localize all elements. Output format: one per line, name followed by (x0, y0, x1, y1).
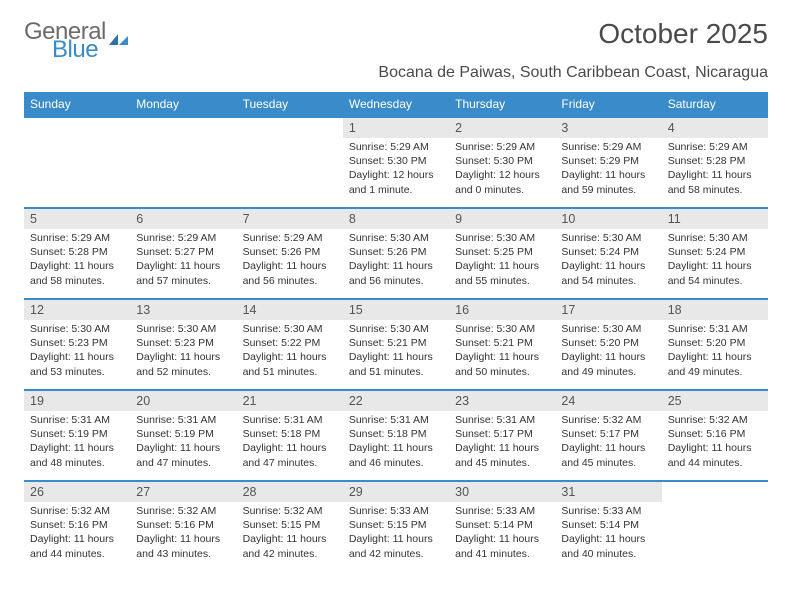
day-content-cell: Sunrise: 5:30 AMSunset: 5:20 PMDaylight:… (555, 320, 661, 390)
day-number-cell: 8 (343, 208, 449, 229)
day-content-cell: Sunrise: 5:29 AMSunset: 5:26 PMDaylight:… (237, 229, 343, 299)
day-number-row: 19202122232425 (24, 390, 768, 411)
day-number-cell: 14 (237, 299, 343, 320)
day-content-cell: Sunrise: 5:31 AMSunset: 5:17 PMDaylight:… (449, 411, 555, 481)
day-number-cell: 3 (555, 117, 661, 138)
day-header: Friday (555, 92, 661, 117)
day-content-row: Sunrise: 5:29 AMSunset: 5:30 PMDaylight:… (24, 138, 768, 208)
day-number-cell: 4 (662, 117, 768, 138)
day-number-cell (24, 117, 130, 138)
day-content-cell: Sunrise: 5:29 AMSunset: 5:30 PMDaylight:… (343, 138, 449, 208)
day-content-cell: Sunrise: 5:30 AMSunset: 5:25 PMDaylight:… (449, 229, 555, 299)
day-content-cell: Sunrise: 5:29 AMSunset: 5:28 PMDaylight:… (662, 138, 768, 208)
day-content-cell: Sunrise: 5:32 AMSunset: 5:16 PMDaylight:… (662, 411, 768, 481)
brand-sail-icon (108, 25, 130, 39)
day-content-cell: Sunrise: 5:31 AMSunset: 5:18 PMDaylight:… (343, 411, 449, 481)
day-content-cell: Sunrise: 5:30 AMSunset: 5:21 PMDaylight:… (343, 320, 449, 390)
day-number-cell (130, 117, 236, 138)
day-content-cell: Sunrise: 5:30 AMSunset: 5:24 PMDaylight:… (555, 229, 661, 299)
day-number-cell: 15 (343, 299, 449, 320)
day-number-cell: 21 (237, 390, 343, 411)
day-content-cell: Sunrise: 5:32 AMSunset: 5:17 PMDaylight:… (555, 411, 661, 481)
day-number-cell: 28 (237, 481, 343, 502)
day-header: Saturday (662, 92, 768, 117)
day-content-cell: Sunrise: 5:30 AMSunset: 5:23 PMDaylight:… (24, 320, 130, 390)
day-header: Sunday (24, 92, 130, 117)
day-number-cell: 12 (24, 299, 130, 320)
day-content-cell: Sunrise: 5:32 AMSunset: 5:16 PMDaylight:… (24, 502, 130, 572)
day-number-cell (237, 117, 343, 138)
day-number-cell: 23 (449, 390, 555, 411)
day-number-cell: 24 (555, 390, 661, 411)
location-text: Bocana de Paiwas, South Caribbean Coast,… (24, 64, 768, 82)
day-number-cell: 13 (130, 299, 236, 320)
day-content-cell: Sunrise: 5:29 AMSunset: 5:30 PMDaylight:… (449, 138, 555, 208)
day-content-cell: Sunrise: 5:30 AMSunset: 5:22 PMDaylight:… (237, 320, 343, 390)
day-number-cell: 27 (130, 481, 236, 502)
day-content-cell: Sunrise: 5:29 AMSunset: 5:28 PMDaylight:… (24, 229, 130, 299)
day-number-cell: 7 (237, 208, 343, 229)
day-number-row: 567891011 (24, 208, 768, 229)
day-number-cell: 1 (343, 117, 449, 138)
day-number-cell: 6 (130, 208, 236, 229)
day-content-cell: Sunrise: 5:29 AMSunset: 5:27 PMDaylight:… (130, 229, 236, 299)
day-number-cell: 11 (662, 208, 768, 229)
day-content-cell (237, 138, 343, 208)
day-content-cell: Sunrise: 5:33 AMSunset: 5:14 PMDaylight:… (555, 502, 661, 572)
day-content-cell: Sunrise: 5:33 AMSunset: 5:15 PMDaylight:… (343, 502, 449, 572)
day-content-cell: Sunrise: 5:29 AMSunset: 5:29 PMDaylight:… (555, 138, 661, 208)
day-number-cell: 16 (449, 299, 555, 320)
day-content-cell: Sunrise: 5:30 AMSunset: 5:23 PMDaylight:… (130, 320, 236, 390)
day-number-cell: 22 (343, 390, 449, 411)
day-header: Tuesday (237, 92, 343, 117)
day-content-cell: Sunrise: 5:32 AMSunset: 5:15 PMDaylight:… (237, 502, 343, 572)
day-number-cell: 29 (343, 481, 449, 502)
day-number-cell: 30 (449, 481, 555, 502)
day-number-cell: 9 (449, 208, 555, 229)
day-content-row: Sunrise: 5:29 AMSunset: 5:28 PMDaylight:… (24, 229, 768, 299)
day-number-cell: 18 (662, 299, 768, 320)
calendar-header: SundayMondayTuesdayWednesdayThursdayFrid… (24, 92, 768, 117)
day-content-row: Sunrise: 5:30 AMSunset: 5:23 PMDaylight:… (24, 320, 768, 390)
day-content-cell (130, 138, 236, 208)
day-header: Thursday (449, 92, 555, 117)
day-number-cell: 20 (130, 390, 236, 411)
day-number-cell: 26 (24, 481, 130, 502)
day-content-cell: Sunrise: 5:31 AMSunset: 5:19 PMDaylight:… (24, 411, 130, 481)
day-content-row: Sunrise: 5:31 AMSunset: 5:19 PMDaylight:… (24, 411, 768, 481)
day-number-cell (662, 481, 768, 502)
brand-word-2: Blue (52, 36, 98, 64)
day-content-cell: Sunrise: 5:31 AMSunset: 5:19 PMDaylight:… (130, 411, 236, 481)
day-content-cell: Sunrise: 5:30 AMSunset: 5:24 PMDaylight:… (662, 229, 768, 299)
month-title: October 2025 (598, 18, 768, 50)
calendar-body: 1234 Sunrise: 5:29 AMSunset: 5:30 PMDayl… (24, 117, 768, 572)
day-content-cell (662, 502, 768, 572)
day-number-cell: 31 (555, 481, 661, 502)
day-number-row: 1234 (24, 117, 768, 138)
calendar-table: SundayMondayTuesdayWednesdayThursdayFrid… (24, 92, 768, 572)
day-number-row: 12131415161718 (24, 299, 768, 320)
day-content-cell: Sunrise: 5:30 AMSunset: 5:21 PMDaylight:… (449, 320, 555, 390)
day-content-cell: Sunrise: 5:31 AMSunset: 5:18 PMDaylight:… (237, 411, 343, 481)
day-content-cell: Sunrise: 5:33 AMSunset: 5:14 PMDaylight:… (449, 502, 555, 572)
day-content-cell: Sunrise: 5:32 AMSunset: 5:16 PMDaylight:… (130, 502, 236, 572)
day-number-cell: 17 (555, 299, 661, 320)
day-header: Monday (130, 92, 236, 117)
day-header: Wednesday (343, 92, 449, 117)
day-number-cell: 25 (662, 390, 768, 411)
day-content-cell: Sunrise: 5:30 AMSunset: 5:26 PMDaylight:… (343, 229, 449, 299)
day-content-cell (24, 138, 130, 208)
day-number-row: 262728293031 (24, 481, 768, 502)
day-number-cell: 19 (24, 390, 130, 411)
day-number-cell: 5 (24, 208, 130, 229)
day-content-row: Sunrise: 5:32 AMSunset: 5:16 PMDaylight:… (24, 502, 768, 572)
day-number-cell: 10 (555, 208, 661, 229)
day-content-cell: Sunrise: 5:31 AMSunset: 5:20 PMDaylight:… (662, 320, 768, 390)
day-number-cell: 2 (449, 117, 555, 138)
